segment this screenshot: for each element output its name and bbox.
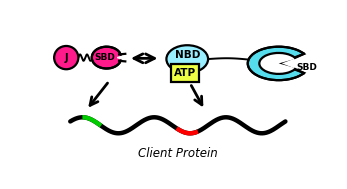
Ellipse shape [167,45,208,73]
Wedge shape [259,53,296,74]
FancyBboxPatch shape [171,64,199,82]
Wedge shape [248,47,304,80]
Text: Client Protein: Client Protein [138,147,218,160]
Text: J: J [65,53,68,63]
Text: SBD: SBD [95,53,116,62]
Ellipse shape [92,47,121,69]
Text: ATP: ATP [174,68,196,78]
Wedge shape [117,55,127,60]
Ellipse shape [54,46,78,69]
Text: SBD: SBD [296,63,317,72]
Text: NBD: NBD [175,50,200,60]
